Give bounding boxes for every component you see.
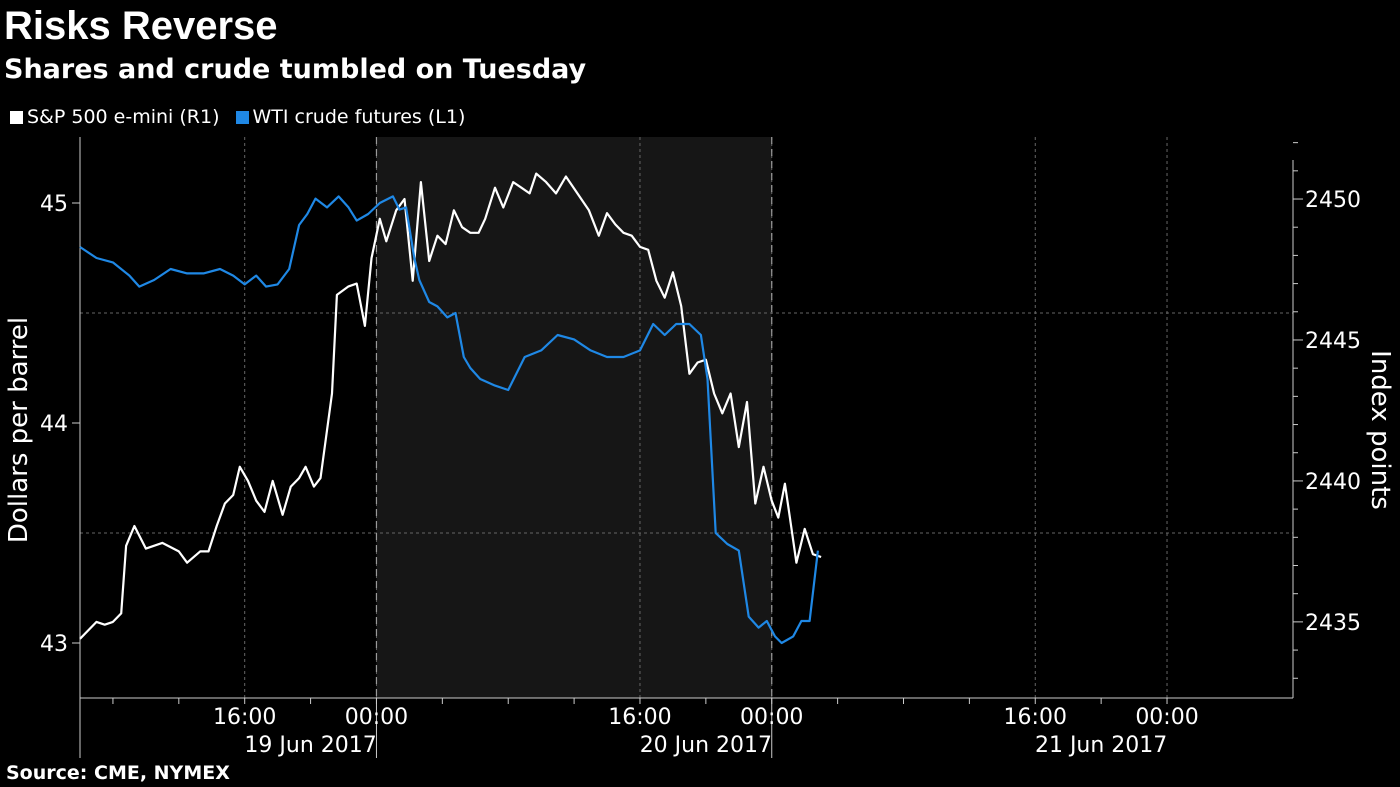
x-time-label-3: 00:00: [740, 705, 803, 730]
left-axis-title: Dollars per barrel: [4, 317, 34, 543]
x-time-label-0: 16:00: [213, 705, 276, 730]
left-tick-label-2: 45: [40, 192, 68, 217]
x-day-label-0: 19 Jun 2017: [244, 733, 376, 758]
x-time-label-5: 00:00: [1135, 705, 1198, 730]
legend-swatch-sp500: [10, 110, 23, 124]
axis-layer: [72, 137, 1303, 758]
left-tick-label-0: 43: [40, 632, 68, 657]
series-line-wti: [79, 195, 819, 645]
label-layer: 43 44 45 2435 2440 2445 2450 16:00 00:00 16:00 00:…: [4, 188, 1395, 758]
right-tick-label-1: 2440: [1305, 470, 1361, 495]
legend-label-wti: WTI crude futures (L1): [252, 106, 466, 128]
source-note: Source: CME, NYMEX: [6, 762, 230, 784]
x-day-label-2: 21 Jun 2017: [1035, 733, 1167, 758]
series-layer: [79, 172, 822, 645]
x-time-label-4: 16:00: [1004, 705, 1067, 730]
shaded-band-20-jun: [376, 137, 772, 698]
x-day-label-1: 20 Jun 2017: [640, 733, 772, 758]
right-axis-title: Index points: [1365, 350, 1395, 510]
legend-label-sp500: S&P 500 e-mini (R1): [27, 106, 220, 128]
chart-title: Risks Reverse: [4, 4, 278, 48]
shaded-band-layer: [376, 137, 772, 698]
legend-item-wti: WTI crude futures (L1): [235, 106, 466, 128]
series-line-sp500: [79, 172, 822, 640]
right-tick-label-3: 2450: [1305, 188, 1361, 213]
legend-item-sp500: S&P 500 e-mini (R1): [10, 106, 220, 128]
x-time-label-1: 00:00: [345, 705, 408, 730]
x-time-label-2: 16:00: [608, 705, 671, 730]
left-tick-label-1: 44: [40, 412, 68, 437]
chart-subtitle: Shares and crude tumbled on Tuesday: [4, 54, 587, 85]
right-tick-label-0: 2435: [1305, 611, 1361, 636]
right-tick-label-2: 2445: [1305, 329, 1361, 354]
legend-swatch-wti: [235, 110, 249, 124]
legend: S&P 500 e-mini (R1) WTI crude futures (L…: [10, 106, 481, 128]
grid-layer: [80, 137, 1293, 698]
